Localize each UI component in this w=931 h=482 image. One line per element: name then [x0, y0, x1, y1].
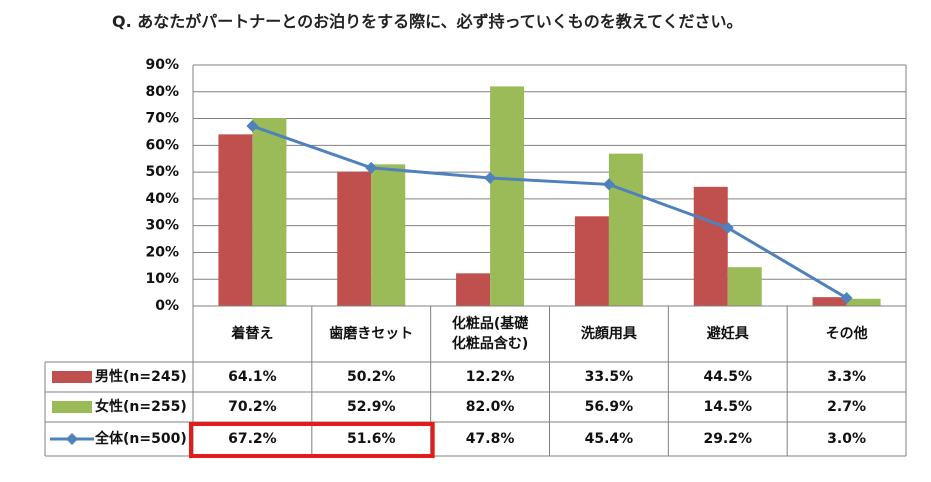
y-tick-label: 90%: [145, 57, 179, 73]
point-total: [602, 178, 615, 191]
x-category-label: 化粧品含む): [452, 335, 528, 352]
y-tick-label: 0%: [155, 298, 179, 314]
chart-title: Q. あなたがパートナーとのお泊りをする際に、必ず持っていくものを教えてください…: [112, 12, 743, 31]
data-table-cell: 3.0%: [827, 431, 866, 447]
legend-marker-total: [66, 433, 78, 445]
data-table-cell: 45.4%: [585, 431, 634, 447]
legend-label: 女性(n=255): [95, 398, 187, 415]
x-category-label: 避妊具: [707, 325, 749, 342]
point-total: [840, 291, 853, 304]
x-category-label: 洗顔用具: [581, 325, 637, 342]
point-total: [246, 120, 259, 133]
bar-female: [490, 86, 525, 306]
y-tick-label: 30%: [145, 218, 179, 234]
data-table-cell: 56.9%: [585, 399, 634, 415]
data-table-cell: 14.5%: [703, 399, 752, 415]
data-table-cell: 29.2%: [703, 431, 752, 447]
bar-female: [252, 118, 287, 307]
data-table-cell: 82.0%: [466, 399, 515, 415]
y-tick-label: 80%: [145, 84, 179, 100]
bar-female: [608, 153, 643, 306]
data-table-cell: 51.6%: [347, 431, 396, 447]
y-tick-label: 50%: [145, 164, 179, 180]
bar-male: [218, 134, 253, 306]
legend-label: 男性(n=245): [95, 368, 187, 385]
x-category-label: 化粧品(基礎: [452, 315, 529, 332]
bar-female: [371, 164, 406, 306]
bar-male: [337, 171, 372, 306]
y-tick-label: 40%: [145, 191, 179, 207]
x-category-label: 着替え: [230, 325, 273, 342]
legend-swatch-female: [52, 401, 92, 413]
data-table-cell: 52.9%: [347, 399, 396, 415]
data-table-cell: 44.5%: [703, 369, 752, 385]
bar-male: [812, 297, 847, 306]
data-table-cell: 64.1%: [228, 369, 277, 385]
data-table-cell: 2.7%: [827, 399, 866, 415]
data-table-cell: 3.3%: [827, 369, 866, 385]
bar-male: [693, 186, 728, 306]
bar-female: [846, 298, 881, 306]
point-total: [721, 221, 734, 234]
data-table-cell: 70.2%: [228, 399, 277, 415]
line-total: [251, 124, 848, 300]
x-category-label: 歯磨きセット: [329, 325, 413, 342]
highlight-box: [189, 422, 435, 458]
bar-male: [456, 273, 491, 306]
data-table-cell: 47.8%: [466, 431, 515, 447]
point-total: [365, 161, 378, 174]
bar-male: [574, 216, 609, 306]
data-table-cell: 12.2%: [466, 369, 515, 385]
y-tick-label: 60%: [145, 137, 179, 153]
bar-female: [727, 267, 762, 306]
y-tick-label: 70%: [145, 111, 179, 127]
data-table-cell: 67.2%: [228, 431, 277, 447]
y-tick-label: 10%: [145, 271, 179, 287]
y-tick-label: 20%: [145, 244, 179, 260]
legend-swatch-male: [52, 371, 92, 383]
legend-label: 全体(n=500): [94, 430, 187, 447]
point-total: [484, 172, 497, 185]
data-table-cell: 50.2%: [347, 369, 396, 385]
data-table-cell: 33.5%: [585, 369, 634, 385]
x-category-label: その他: [826, 325, 868, 342]
